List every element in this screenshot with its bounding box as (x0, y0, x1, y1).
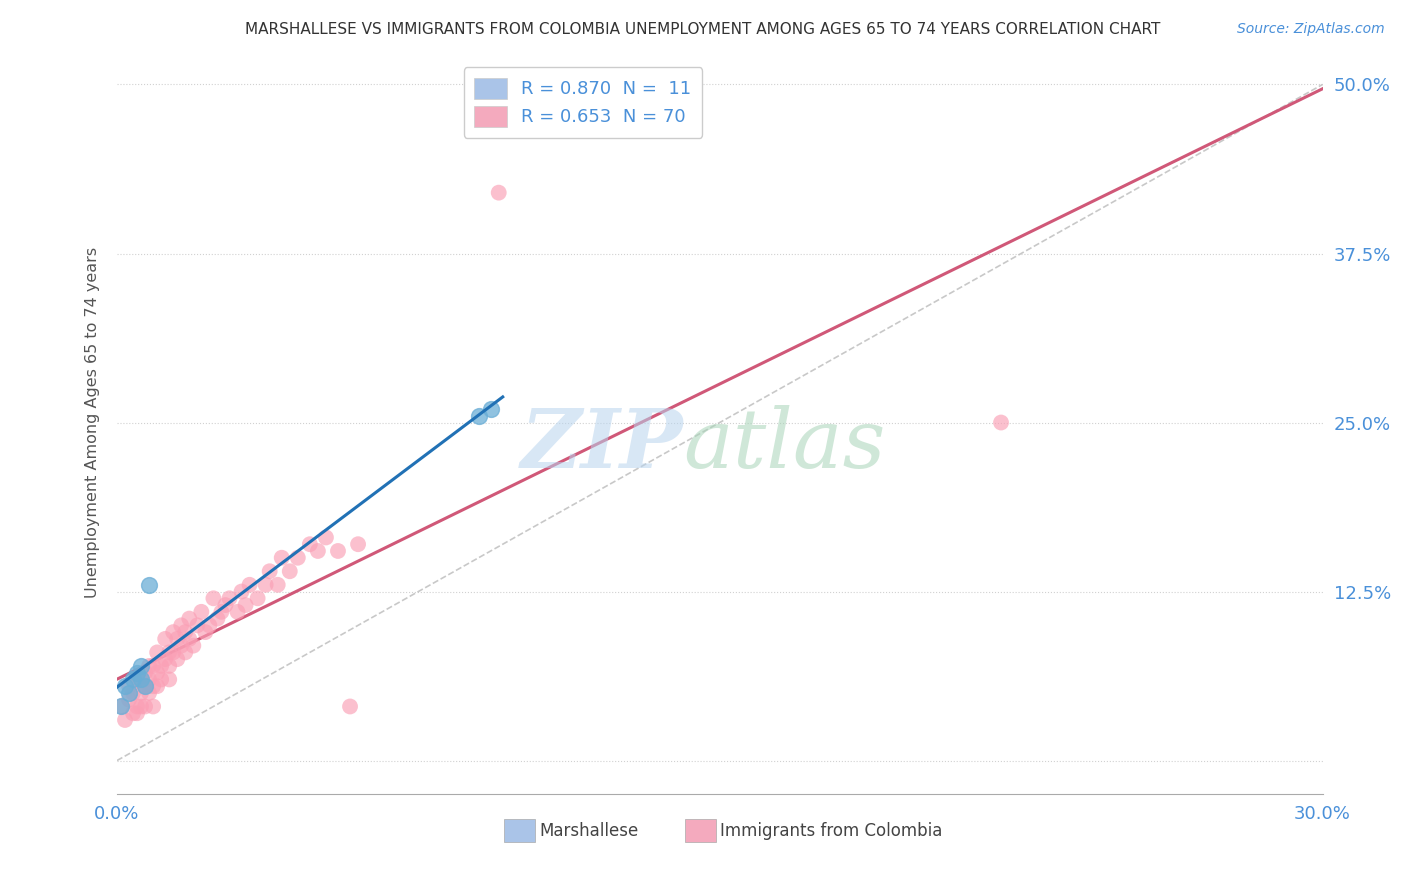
Point (129, 673, 152, 687)
Point (186, 618, 208, 632)
Point (153, 632, 176, 646)
Point (270, 550, 292, 565)
Text: Marshallese: Marshallese (538, 822, 638, 840)
Point (488, 186, 510, 200)
Point (235, 598, 257, 612)
Point (114, 713, 136, 727)
Point (339, 699, 361, 714)
Point (114, 679, 136, 693)
Point (146, 679, 169, 693)
Point (125, 665, 148, 680)
Point (174, 645, 197, 659)
Point (254, 578, 277, 592)
Point (239, 578, 262, 592)
Point (315, 531, 337, 545)
Point (122, 686, 145, 700)
Point (129, 659, 152, 673)
Point (142, 659, 165, 673)
Point (138, 686, 160, 700)
Point (267, 578, 290, 592)
Point (129, 699, 152, 714)
Point (134, 679, 156, 693)
Point (190, 605, 212, 619)
Text: Immigrants from Colombia: Immigrants from Colombia (720, 822, 942, 840)
Point (231, 584, 253, 599)
Point (179, 632, 201, 646)
Point (198, 618, 221, 632)
Point (226, 605, 249, 619)
Point (142, 699, 165, 714)
Point (138, 578, 160, 592)
Point (162, 645, 184, 659)
Point (142, 679, 165, 693)
Text: ZIP: ZIP (522, 405, 683, 485)
Point (170, 639, 193, 653)
Point (181, 639, 204, 653)
Point (150, 673, 173, 687)
Point (157, 673, 180, 687)
Point (259, 564, 281, 578)
Point (118, 692, 141, 706)
Point (122, 673, 145, 687)
Point (134, 679, 156, 693)
Point (298, 537, 321, 551)
Point (347, 537, 370, 551)
Point (129, 673, 152, 687)
Point (125, 706, 148, 721)
Point (157, 659, 180, 673)
Point (125, 673, 148, 687)
Point (157, 645, 180, 659)
Point (153, 652, 176, 666)
Point (990, 416, 1012, 430)
Point (166, 632, 188, 646)
Point (134, 665, 156, 680)
Point (278, 564, 301, 578)
Legend: R = 0.870  N =  11, R = 0.653  N = 70: R = 0.870 N = 11, R = 0.653 N = 70 (464, 67, 702, 137)
Point (129, 686, 152, 700)
Point (287, 550, 309, 565)
Point (138, 659, 160, 673)
Y-axis label: Unemployment Among Ages 65 to 74 years: Unemployment Among Ages 65 to 74 years (86, 247, 100, 599)
Point (246, 591, 269, 606)
Point (307, 544, 329, 558)
Point (166, 652, 188, 666)
Point (479, 402, 502, 417)
Point (110, 699, 132, 714)
Point (110, 699, 132, 714)
Point (170, 618, 193, 632)
Point (326, 544, 349, 558)
Point (179, 611, 201, 625)
Point (174, 625, 197, 640)
Point (150, 659, 173, 673)
Point (138, 673, 160, 687)
Point (125, 699, 148, 714)
Point (134, 699, 156, 714)
Point (122, 706, 145, 721)
Point (146, 665, 169, 680)
Point (118, 679, 141, 693)
Point (467, 409, 489, 423)
Point (211, 605, 233, 619)
Point (146, 645, 169, 659)
Point (118, 686, 141, 700)
Text: MARSHALLESE VS IMMIGRANTS FROM COLOMBIA UNEMPLOYMENT AMONG AGES 65 TO 74 YEARS C: MARSHALLESE VS IMMIGRANTS FROM COLOMBIA … (245, 22, 1161, 37)
Point (207, 611, 229, 625)
Text: Source: ZipAtlas.com: Source: ZipAtlas.com (1237, 22, 1385, 37)
Point (218, 591, 240, 606)
Point (214, 598, 236, 612)
Point (162, 625, 184, 640)
Point (202, 591, 225, 606)
Point (194, 625, 217, 640)
Text: atlas: atlas (683, 405, 886, 485)
